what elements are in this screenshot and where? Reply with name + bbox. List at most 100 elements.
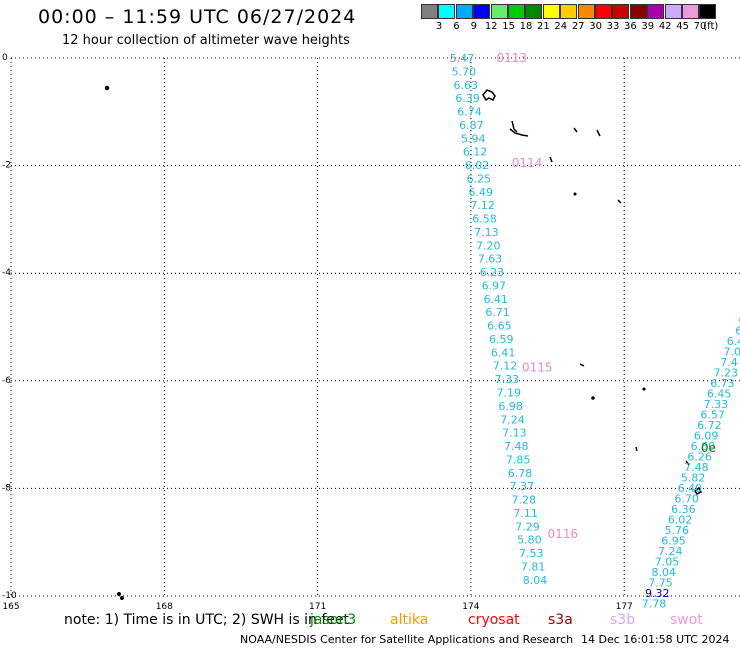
wave-height-value: 7.13 <box>502 427 527 440</box>
island <box>617 199 622 204</box>
legend-label: 18 <box>519 21 533 32</box>
wave-height-value: 6.73 <box>710 377 735 390</box>
wave-height-value: 7.28 <box>512 494 537 507</box>
wave-height-value: 7.85 <box>506 453 531 466</box>
wave-height-value: 7.48 <box>684 461 709 474</box>
legend-unit: (ft) <box>703 21 719 32</box>
legend-label: 39 <box>641 21 655 32</box>
map-grid <box>10 57 740 597</box>
altimeter-track-1: 5.475.706.636.396.746.875.946.126.026.25… <box>450 52 548 587</box>
legend-label: 15 <box>502 21 515 32</box>
legend-label: 42 <box>658 21 672 32</box>
time-label: 0114 <box>512 156 543 170</box>
island <box>573 127 578 133</box>
island <box>635 446 638 452</box>
page-subtitle: 12 hour collection of altimeter wave hei… <box>62 33 350 48</box>
island <box>685 460 690 466</box>
legend-label: 36 <box>624 21 637 32</box>
page-title: 00:00 – 11:59 UTC 06/27/2024 <box>38 6 357 28</box>
wave-height-value: 7.37 <box>510 480 535 493</box>
wave-height-value: 7.63 <box>478 253 503 266</box>
wave-height-value: 6.40 <box>678 482 703 495</box>
wave-height-value: 7.0 <box>723 346 740 359</box>
lat-tick-label: -8 <box>2 483 11 493</box>
wave-height-value: 5.70 <box>452 65 477 78</box>
satellite-name: s3b <box>610 612 636 628</box>
islands <box>104 85 703 600</box>
legend-swatch <box>421 4 438 19</box>
wave-height-value: 7.24 <box>500 413 525 426</box>
altimeter-track-2: 666.47.07.47.236.736.457.336.576.726.096… <box>642 314 740 611</box>
legend-swatch <box>577 4 595 19</box>
legend-swatch <box>438 4 456 19</box>
lon-tick-label: 165 <box>2 602 19 612</box>
wave-height-value: 8.04 <box>652 566 677 579</box>
wave-height-value: 7.53 <box>519 547 544 560</box>
legend-label: 45 <box>676 21 689 32</box>
wave-height-value: 6.72 <box>697 419 722 432</box>
wave-height-value: 6.59 <box>489 333 514 346</box>
legend-swatch <box>560 4 578 19</box>
wave-height-value: 7.11 <box>513 507 538 520</box>
legend-swatch <box>612 4 630 19</box>
island <box>573 192 577 196</box>
island <box>693 486 703 495</box>
wave-height-value: 5.82 <box>681 472 706 485</box>
note-text: note: 1) Time is in UTC; 2) SWH is in fe… <box>64 612 350 628</box>
wave-height-value: 7.48 <box>504 440 529 453</box>
wave-height-value: 5.80 <box>517 534 542 547</box>
lat-tick-label: -6 <box>2 376 11 386</box>
wave-height-value: 6.74 <box>457 106 482 119</box>
wave-height-value: 6.4 <box>727 335 740 348</box>
legend-label: 3 <box>435 21 443 32</box>
legend-swatch <box>699 4 717 19</box>
wave-height-value: 6.70 <box>674 493 699 506</box>
wave-height-value: 6.60 <box>691 440 716 453</box>
wave-height-value: 6.36 <box>671 503 696 516</box>
wave-height-value: 7.24 <box>658 545 683 558</box>
wave-height-value: 6.41 <box>491 346 516 359</box>
legend-swatch <box>682 4 699 19</box>
island <box>120 596 124 600</box>
legend-label: 12 <box>484 21 498 32</box>
wave-height-value: 6.57 <box>700 409 725 422</box>
wave-height-value: 7.75 <box>648 577 673 590</box>
wave-height-value: 7.81 <box>521 560 546 573</box>
wave-height-value: 6.39 <box>455 92 480 105</box>
wave-height-value: 6.65 <box>487 320 512 333</box>
legend-label: 70 <box>693 21 707 32</box>
wave-height-value: 6.78 <box>508 467 533 480</box>
wave-height-value: 6.25 <box>467 172 492 185</box>
wave-height-value: 6.23 <box>480 266 505 279</box>
wave-height-value: 6 <box>739 314 740 327</box>
lon-tick-label: 174 <box>462 602 479 612</box>
wave-height-value: 7.23 <box>713 367 738 380</box>
wave-height-value: 6.87 <box>459 119 484 132</box>
lon-tick-label: 177 <box>616 602 633 612</box>
wave-height-value: 7.29 <box>515 520 540 533</box>
legend-label: 21 <box>537 21 550 32</box>
legend-swatch <box>473 4 491 19</box>
island <box>117 592 121 596</box>
lat-tick-label: 0 <box>2 53 8 63</box>
wave-height-value: 5.76 <box>665 524 690 537</box>
satellite-name: s3a <box>548 612 573 628</box>
wave-height-value: 7.78 <box>642 598 667 611</box>
time-label: 0116 <box>548 527 579 541</box>
wave-height-value: 6.58 <box>472 213 497 226</box>
satellite-name: swot <box>670 612 703 628</box>
wave-height-value: 6 <box>735 325 740 338</box>
time-label: 0115 <box>522 360 553 374</box>
island <box>642 387 646 391</box>
satellite-name: cryosat <box>468 612 520 628</box>
island <box>549 156 553 163</box>
wave-height-value: 6.41 <box>483 293 508 306</box>
island <box>511 120 518 133</box>
island <box>591 396 595 400</box>
wave-height-value: 6.02 <box>465 159 490 172</box>
island <box>509 128 529 137</box>
wave-height-value: 7.33 <box>495 373 520 386</box>
footer-timestamp: 14 Dec 16:01:58 UTC 2024 <box>581 633 730 646</box>
